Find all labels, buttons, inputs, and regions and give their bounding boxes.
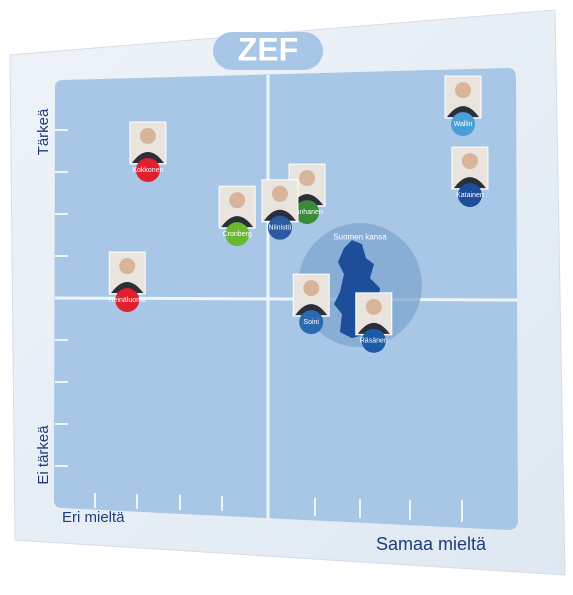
point <box>135 158 160 182</box>
point <box>225 222 250 247</box>
title-pill <box>213 32 323 70</box>
photo-suit <box>111 282 144 294</box>
point <box>115 288 140 313</box>
photo-face <box>455 82 472 99</box>
point-label: Cronberg <box>223 231 252 238</box>
group-label: Suomen kansa <box>333 232 387 241</box>
point-label: Niinistö <box>268 225 291 232</box>
y-label-top: Tärkeä <box>35 108 52 155</box>
chart-title: ZEF <box>238 31 298 67</box>
point <box>361 328 386 353</box>
photo-face <box>139 128 156 144</box>
point <box>299 310 324 335</box>
photo-face <box>229 192 246 209</box>
point-label: Katainen <box>456 192 484 199</box>
photo-face <box>119 258 136 275</box>
photo-suit <box>131 152 164 163</box>
photo-face <box>461 153 478 170</box>
point-label: Räsänen <box>360 338 388 345</box>
photo-suit <box>263 209 296 221</box>
point <box>451 112 476 137</box>
point-label: Kokkonen <box>132 167 163 174</box>
point-label: Vanhanen <box>291 209 323 216</box>
photo-suit <box>453 177 486 189</box>
axis-decoration <box>55 129 463 522</box>
x-label-left: Eri mieltä <box>62 509 125 526</box>
photo-suit <box>295 304 328 316</box>
photo-face <box>303 280 320 297</box>
point <box>457 183 482 208</box>
photo-face <box>271 185 288 202</box>
photo-face <box>365 298 382 315</box>
x-label-right: Samaa mieltä <box>376 534 487 554</box>
photo-suit <box>447 106 480 118</box>
photo-suit <box>357 322 390 334</box>
y-label-bottom: Ei tärkeä <box>35 425 52 485</box>
photo-suit <box>221 216 254 228</box>
point <box>267 215 292 240</box>
point-label: Heinäluoma <box>109 297 146 304</box>
point <box>295 200 320 225</box>
point-label: Wallin <box>454 121 473 128</box>
point-label: Soini <box>303 319 319 326</box>
photo-suit <box>291 194 324 206</box>
photo-face <box>299 170 316 187</box>
